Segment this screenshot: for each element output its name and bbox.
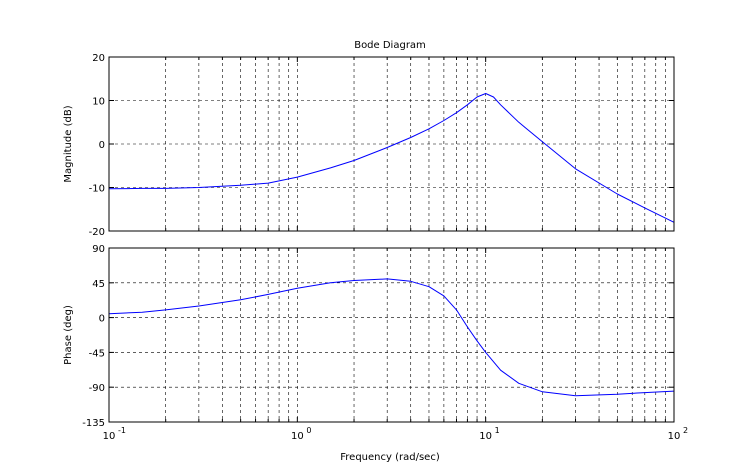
x-tick-label: 10 (479, 431, 492, 442)
magnitude-y-tick-label: 10 (92, 97, 105, 108)
x-tick-exponent: -1 (118, 426, 126, 435)
magnitude-y-tick-label: 0 (99, 140, 105, 151)
magnitude-y-tick-label: -20 (89, 227, 105, 238)
x-tick-label: 10 (291, 431, 304, 442)
magnitude-y-axis-label: Magnitude (dB) (63, 105, 74, 182)
phase-y-tick-label: -135 (82, 418, 105, 429)
phase-plot-area (109, 248, 674, 422)
phase-y-tick-label: -45 (89, 348, 105, 359)
phase-y-axis-label: Phase (deg) (63, 305, 74, 365)
magnitude-y-tick-labels: -20 -10 0 10 20 (89, 53, 105, 238)
magnitude-y-tick-label: -10 (89, 184, 105, 195)
x-axis-label: Frequency (rad/sec) (340, 452, 440, 463)
x-tick-exponent: 0 (306, 426, 311, 435)
x-tick-exponent: 2 (683, 426, 688, 435)
magnitude-curve-layer (108, 93, 675, 223)
figure-title: Bode Diagram (354, 40, 426, 51)
phase-y-tick-label: 0 (99, 314, 105, 325)
magnitude-y-tick-label: 20 (92, 53, 105, 64)
phase-grid (109, 248, 674, 422)
phase-y-tick-label: 45 (92, 279, 105, 290)
x-tick-label: 10 (668, 431, 681, 442)
phase-plot-frame (108, 247, 675, 423)
magnitude-curve (108, 93, 675, 223)
x-tick-exponent: 1 (495, 426, 500, 435)
magnitude-plot-frame (108, 56, 675, 232)
phase-y-tick-label: 90 (92, 244, 105, 255)
magnitude-plot: -20 -10 0 10 20 Magnitude (dB) (63, 53, 675, 238)
phase-y-tick-label: -90 (89, 383, 105, 394)
phase-curve (108, 278, 675, 397)
x-tick-label: 10 (103, 431, 116, 442)
phase-y-tick-labels: -135 -90 -45 0 45 90 (82, 244, 105, 429)
magnitude-grid (109, 57, 674, 231)
phase-curve-layer (108, 278, 675, 397)
